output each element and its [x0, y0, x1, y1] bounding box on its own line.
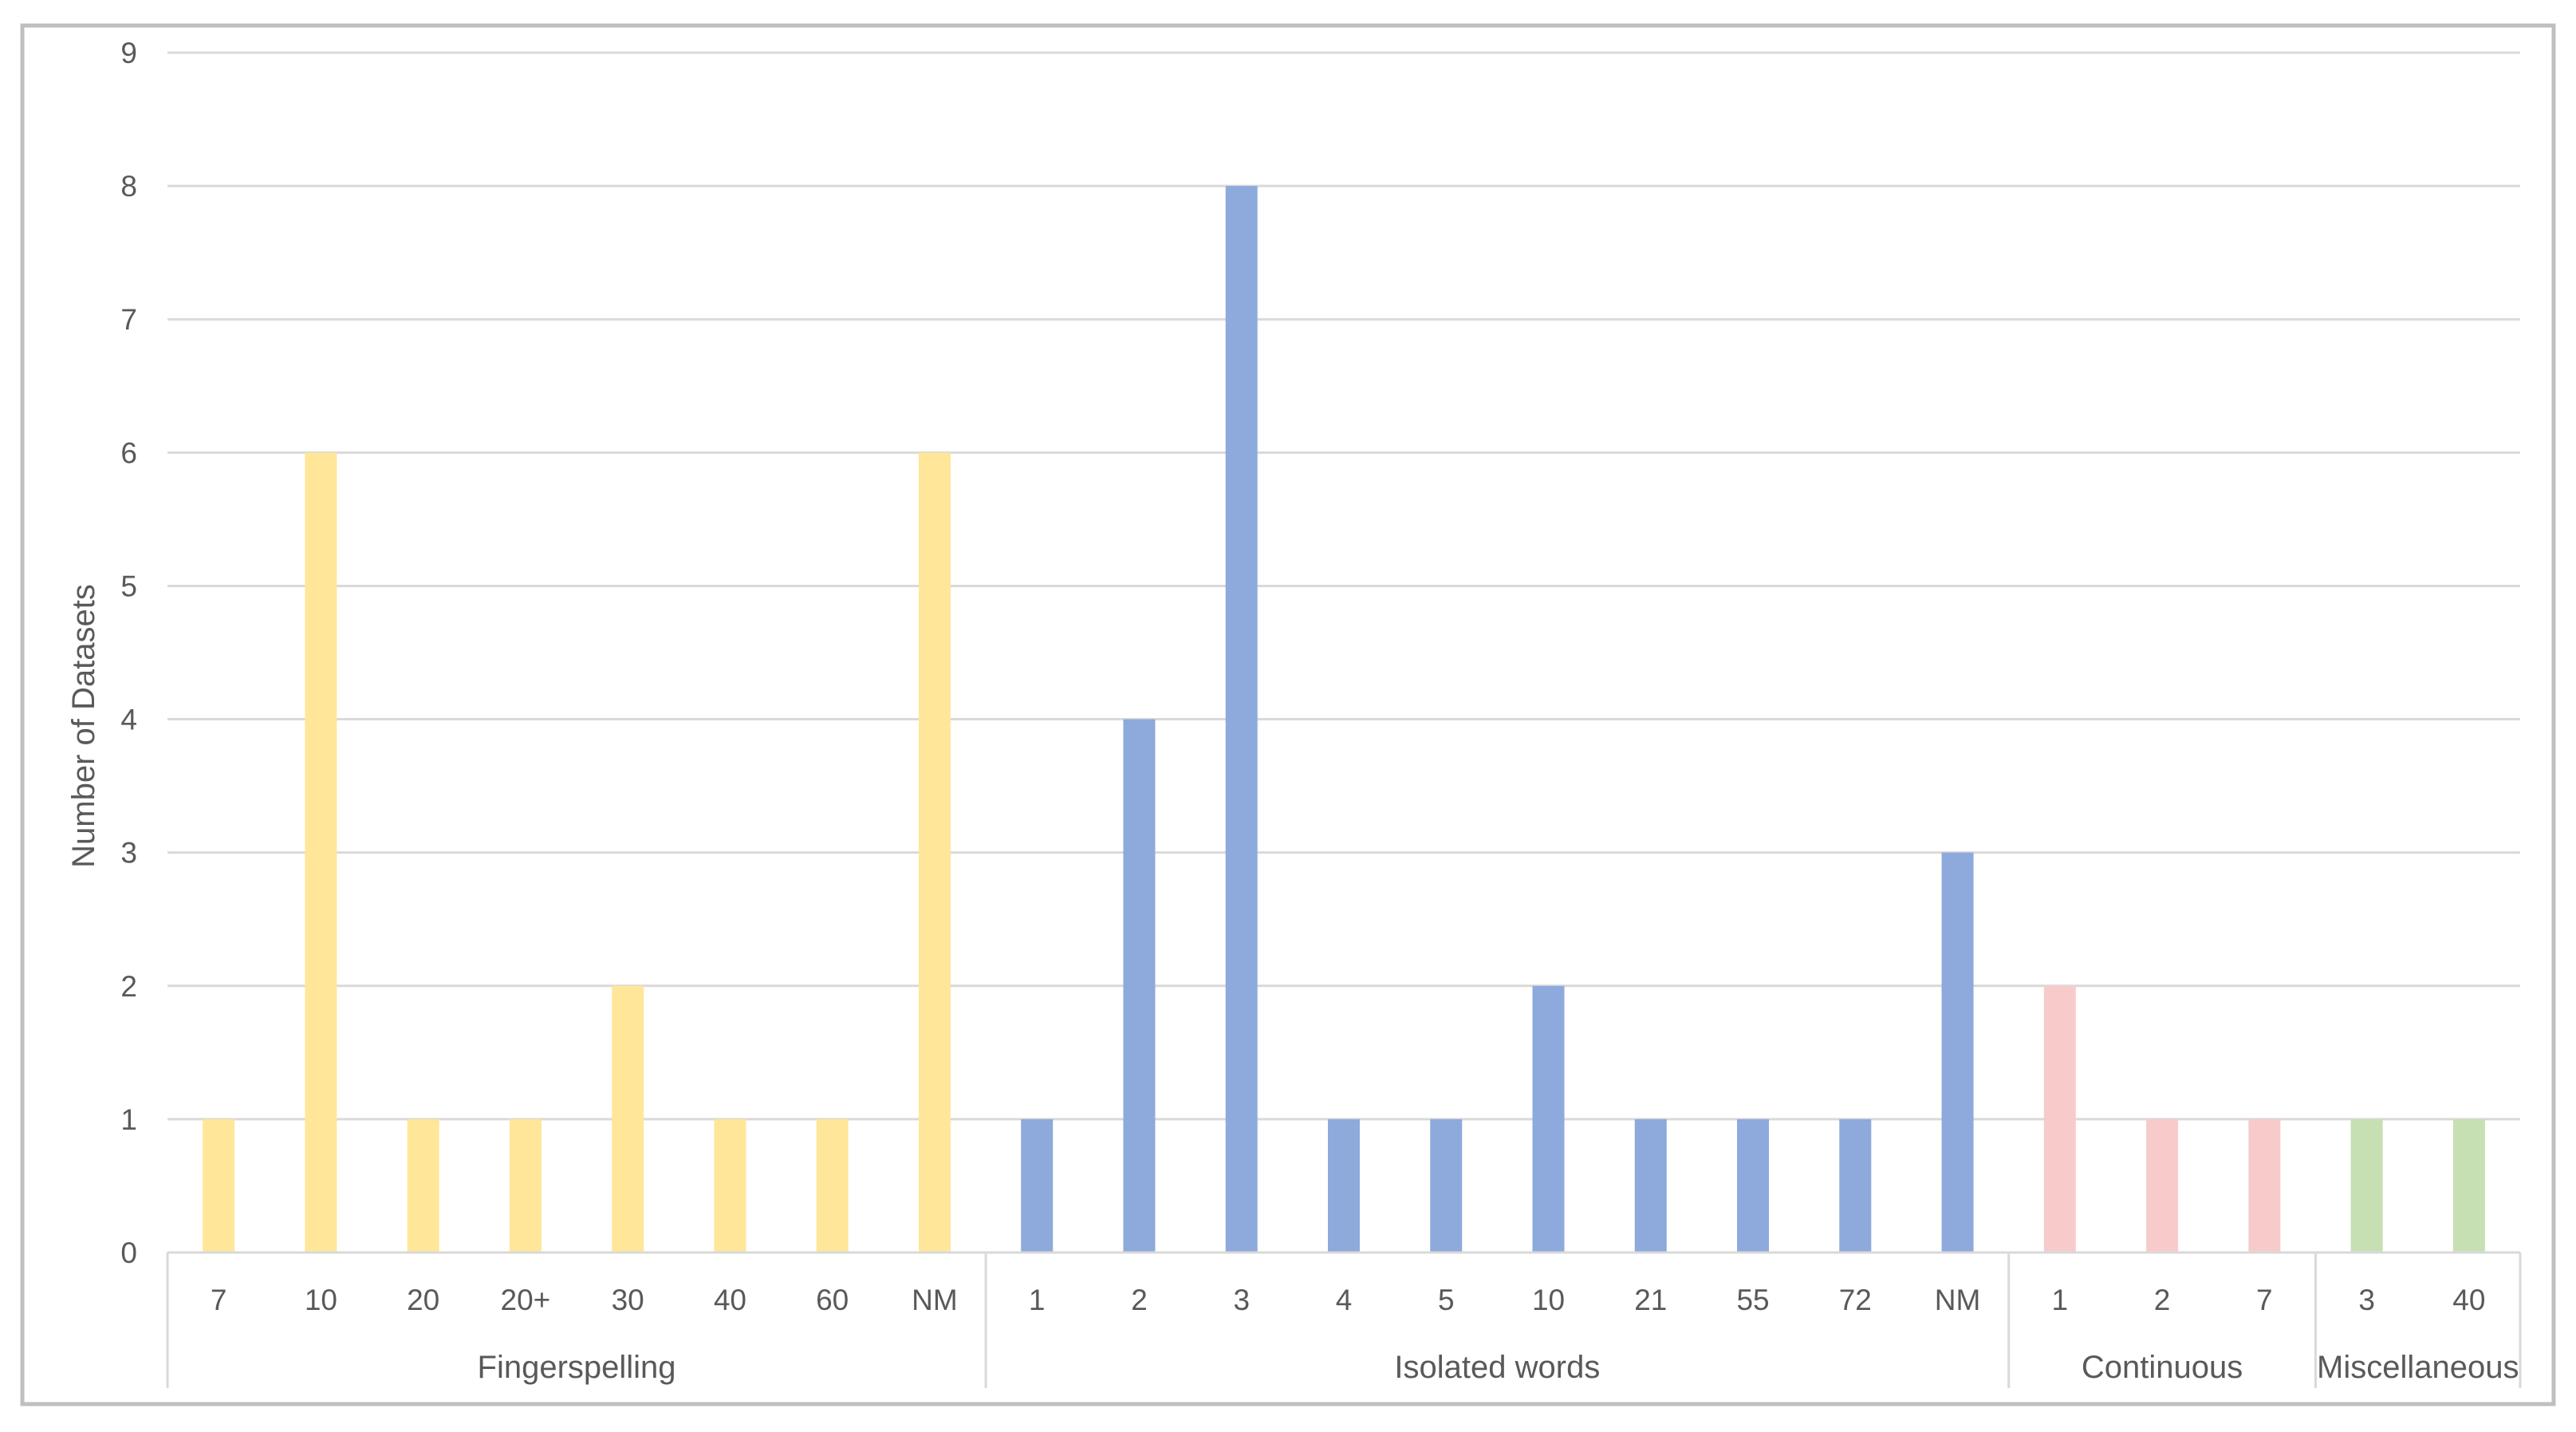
- bar: [918, 452, 951, 1253]
- x-tick-label: 3: [2358, 1284, 2375, 1316]
- x-tick-label: NM: [1935, 1284, 1981, 1316]
- x-tick-label: 5: [1438, 1284, 1455, 1316]
- bar: [1634, 1118, 1667, 1253]
- y-axis-title: Number of Datasets: [66, 584, 101, 868]
- y-tick-label: 8: [120, 170, 137, 203]
- bar: [1328, 1118, 1360, 1253]
- bar: [816, 1118, 849, 1253]
- x-tick-label: 20: [407, 1284, 439, 1316]
- bar: [2248, 1118, 2281, 1253]
- bar: [1737, 1118, 1770, 1253]
- bar: [1021, 1118, 1054, 1253]
- bar: [305, 452, 337, 1253]
- bar: [1123, 719, 1156, 1253]
- x-tick-label: 20+: [501, 1284, 551, 1316]
- chart-border: [20, 23, 2556, 1406]
- x-tick-label: 7: [211, 1284, 227, 1316]
- bar: [1941, 852, 1974, 1253]
- x-tick-label: 30: [612, 1284, 644, 1316]
- x-tick-label: 2: [2154, 1284, 2171, 1316]
- x-tick-label: 10: [305, 1284, 337, 1316]
- bar: [407, 1118, 439, 1253]
- y-tick-label: 3: [120, 837, 137, 870]
- bar: [612, 985, 644, 1253]
- bar: [2043, 985, 2076, 1253]
- x-tick-label: 10: [1532, 1284, 1565, 1316]
- bar: [714, 1118, 746, 1253]
- y-tick-label: 2: [120, 970, 137, 1003]
- bars: [203, 186, 2485, 1253]
- y-tick-label: 0: [120, 1237, 137, 1269]
- x-tick-label: 21: [1634, 1284, 1667, 1316]
- x-group-label: Continuous: [2082, 1350, 2243, 1385]
- x-group-label: Fingerspelling: [478, 1350, 676, 1385]
- x-group-label: Isolated words: [1394, 1350, 1600, 1385]
- x-tick-label: 60: [816, 1284, 849, 1316]
- gridlines: [167, 51, 2520, 1254]
- x-tick-label: 40: [2452, 1284, 2485, 1316]
- bar: [2146, 1118, 2179, 1253]
- y-tick-label: 7: [120, 303, 137, 336]
- y-axis-ticks: 0 1 2 3 4 5 6 7 8 9: [120, 37, 137, 1269]
- bar: [2452, 1118, 2485, 1253]
- y-tick-label: 4: [120, 704, 137, 736]
- x-group-label: Miscellaneous: [2317, 1350, 2519, 1385]
- y-tick-label: 6: [120, 436, 137, 469]
- bar: [1532, 985, 1565, 1253]
- bar: [1430, 1118, 1463, 1253]
- x-tick-label: 72: [1839, 1284, 1872, 1316]
- y-tick-label: 5: [120, 570, 137, 602]
- x-tick-label: 55: [1736, 1284, 1769, 1316]
- x-tick-label: 7: [2256, 1284, 2273, 1316]
- y-tick-label: 9: [120, 37, 137, 69]
- bar: [509, 1118, 542, 1253]
- x-tick-label: 1: [1029, 1284, 1046, 1316]
- x-tick-label: NM: [912, 1284, 958, 1316]
- x-tick-label: 40: [714, 1284, 746, 1316]
- bar: [2350, 1118, 2383, 1253]
- x-tick-label: 1: [2052, 1284, 2069, 1316]
- y-tick-label: 1: [120, 1103, 137, 1136]
- bar: [1839, 1118, 1872, 1253]
- bar: [203, 1118, 235, 1253]
- x-tick-label: 4: [1336, 1284, 1353, 1316]
- x-tick-label: 2: [1131, 1284, 1148, 1316]
- bar: [1225, 186, 1258, 1253]
- x-tick-label: 3: [1233, 1284, 1250, 1316]
